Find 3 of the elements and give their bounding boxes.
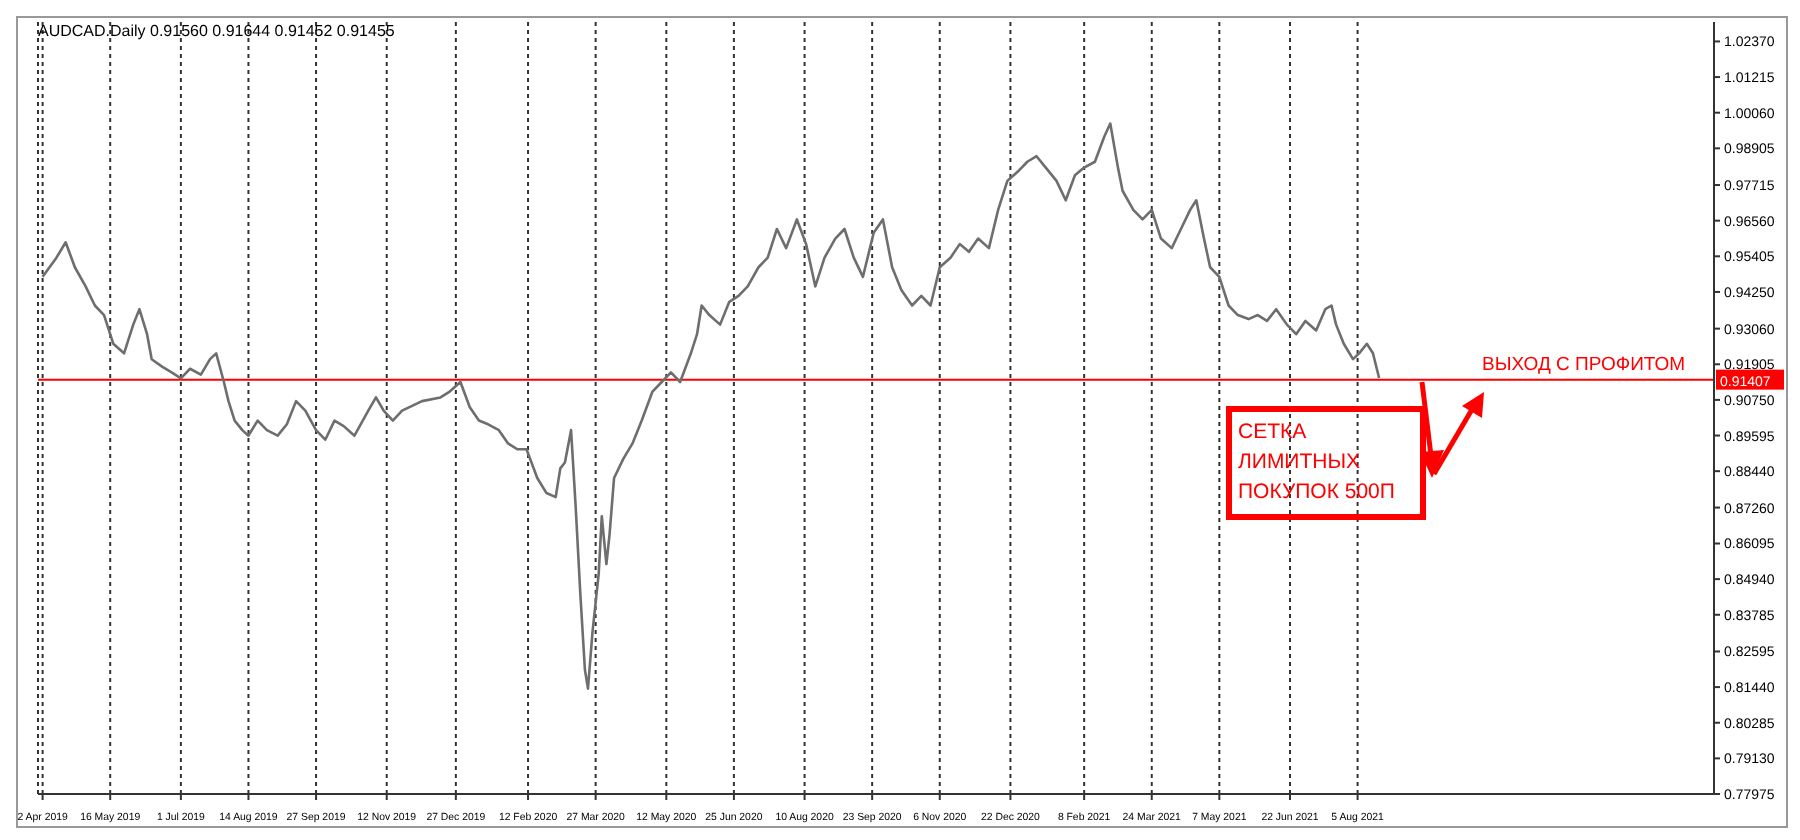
chart-title: AUDCAD.Daily 0.91560 0.91644 0.91452 0.91455	[38, 22, 395, 40]
annotation: СЕТКА ЛИМИТНЫХ ПОКУПОК 500П	[1226, 406, 1426, 520]
annotation: ВЫХОД С ПРОФИТОМ	[1482, 354, 1686, 376]
